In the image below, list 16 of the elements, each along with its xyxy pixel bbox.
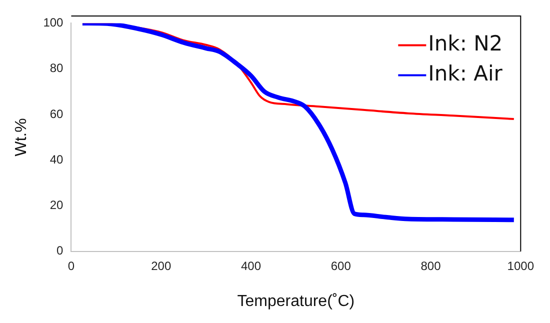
y-tick-label: 0 xyxy=(56,244,64,258)
y-tick-label: 20 xyxy=(50,198,64,212)
x-tick-label: 400 xyxy=(240,258,262,273)
x-tick-label: 1000 xyxy=(507,258,534,273)
y-tick-label: 80 xyxy=(50,61,64,76)
legend-label: Ink: N2 xyxy=(428,32,503,56)
y-tick-label: 60 xyxy=(50,106,64,121)
legend-label: Ink: Air xyxy=(428,62,503,86)
x-tick-label: 600 xyxy=(330,258,352,273)
y-axis-title: Wt.% xyxy=(13,118,30,156)
x-tick-label: 200 xyxy=(151,258,172,273)
x-tick-label: 800 xyxy=(420,258,442,273)
x-axis-title: Temperature(˚C) xyxy=(237,292,355,310)
y-tick-label: 100 xyxy=(43,16,64,30)
x-tick-label: 0 xyxy=(68,258,75,273)
y-tick-label: 40 xyxy=(50,152,64,166)
